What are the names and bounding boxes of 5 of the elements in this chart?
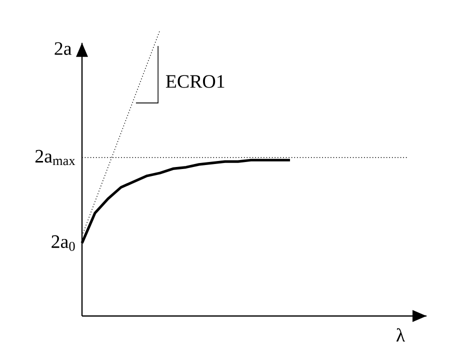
- x-axis-title: λ: [396, 328, 405, 342]
- y-axis-title: 2a: [54, 42, 72, 55]
- annotation: ECRO1: [166, 75, 224, 88]
- text: 2a$_{0}$: [52, 235, 75, 251]
- ref-line-label: 2a$_{max}$: [35, 150, 76, 166]
